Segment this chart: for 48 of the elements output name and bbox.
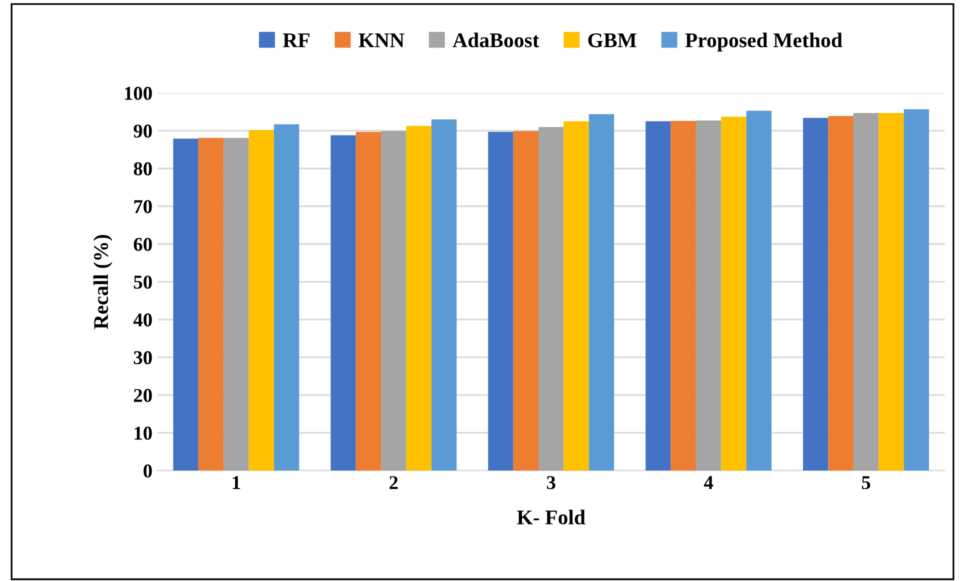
bar (356, 132, 382, 471)
bar (853, 112, 879, 471)
bar (513, 131, 539, 471)
y-tick-label: 90 (134, 124, 152, 138)
y-tick-label: 40 (133, 313, 152, 326)
y-tick-label: 50 (134, 276, 152, 289)
y-tick-label: 70 (134, 200, 152, 214)
x-tick-label: 5 (862, 476, 870, 490)
bar (488, 132, 514, 471)
bar (646, 121, 671, 471)
y-tick-label: 10 (134, 426, 152, 440)
y-tick-label: 100 (124, 86, 152, 100)
bar (224, 138, 249, 471)
legend-label: RF (282, 33, 310, 48)
x-tick-label: 1 (232, 476, 240, 489)
bar (696, 120, 722, 471)
bar (431, 119, 457, 471)
legend-label: GBM (588, 33, 636, 48)
bar (670, 120, 696, 471)
bar (721, 116, 746, 471)
bar (406, 126, 432, 471)
bar (904, 109, 929, 471)
bar (564, 121, 589, 471)
bar (588, 114, 614, 471)
y-tick-label: 0 (144, 464, 152, 478)
x-axis-title: K- Fold (517, 510, 586, 524)
bar (330, 135, 356, 471)
bar (803, 118, 828, 471)
bar (381, 131, 406, 471)
y-tick-label: 20 (134, 388, 152, 402)
y-tick-label: 60 (134, 238, 152, 251)
y-tick-label: 80 (134, 162, 152, 176)
legend-label: AdaBoost (452, 32, 540, 48)
bar (828, 116, 854, 471)
bar (173, 138, 198, 471)
x-tick-label: 4 (704, 476, 714, 489)
legend-label: KNN (358, 33, 404, 48)
bar (198, 138, 224, 471)
bar (878, 112, 904, 471)
bar (274, 124, 300, 471)
x-tick-label: 2 (390, 476, 398, 489)
bar (538, 126, 564, 471)
x-tick-label: 3 (546, 476, 556, 490)
y-tick-label: 30 (134, 351, 152, 364)
bar (746, 110, 772, 471)
legend-label: Proposed Method (685, 32, 842, 52)
bar (248, 130, 274, 471)
y-axis-title: Recall (%) (93, 234, 112, 330)
